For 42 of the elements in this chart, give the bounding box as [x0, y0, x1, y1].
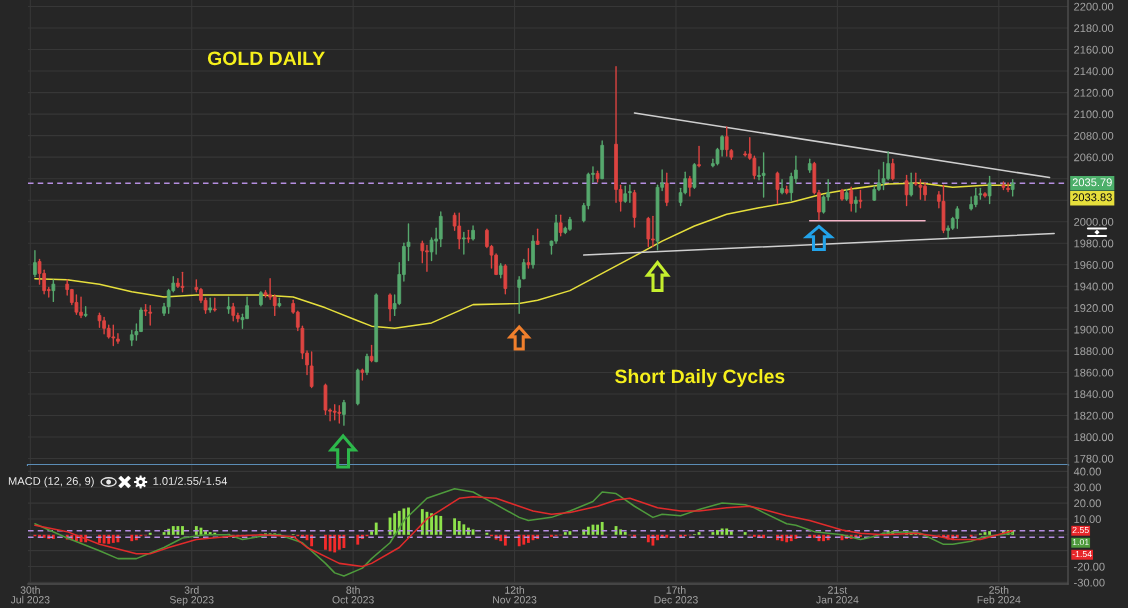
- y-tick-label: 1960.00: [1074, 261, 1114, 269]
- text: 2033.83: [1072, 193, 1112, 202]
- ref-line-label: -1.54: [1072, 551, 1092, 558]
- y-tick-label: 30.00: [1073, 483, 1101, 492]
- y-tick-label: 2080.00: [1074, 131, 1114, 140]
- y-tick-label: 1780.00: [1074, 454, 1114, 463]
- y-tick-label: 2060.00: [1074, 153, 1114, 162]
- y-tick-label: 2180.00: [1074, 24, 1114, 33]
- y-tick-label: 2160.00: [1074, 45, 1114, 54]
- y-tick-label: 1920.00: [1074, 304, 1114, 312]
- y-tick-label: -20.00: [1074, 562, 1105, 571]
- y-tick-label: 1900.00: [1074, 325, 1114, 334]
- y-tick-label: 1880.00: [1074, 347, 1114, 356]
- x-tick-label: 12th Nov 2023: [493, 586, 537, 604]
- x-tick-label: 30th Jul 2023: [10, 586, 50, 604]
- y-tick-label: 1980.00: [1074, 239, 1114, 248]
- text: 1.01/2.55/-1.54: [153, 476, 228, 485]
- y-tick-label: 40.00: [1073, 467, 1101, 476]
- x-tick-label: 3rd Sep 2023: [169, 586, 214, 606]
- y-tick-label: 2000.00: [1074, 218, 1114, 226]
- text: 1.01: [1072, 538, 1089, 546]
- y-tick-label: 20.00: [1074, 499, 1101, 508]
- y-tick-label: 1860.00: [1074, 368, 1114, 377]
- ref-line-label: 2035.79: [1072, 178, 1112, 187]
- y-tick-label: 2120.00: [1074, 88, 1114, 97]
- y-tick-label: 1800.00: [1074, 433, 1114, 442]
- text: GOLD DAILY: [207, 51, 325, 66]
- y-tick-label: 1840.00: [1074, 390, 1114, 399]
- text: MACD (12, 26, 9): [8, 476, 94, 488]
- annotation: Short Daily Cycles: [615, 368, 785, 388]
- x-tick-label: 21st Jan 2024: [816, 586, 859, 604]
- y-tick-label: 10.00: [1074, 515, 1101, 524]
- x-tick-label: 8th Oct 2023: [332, 586, 374, 604]
- y-tick-label: 2200.00: [1074, 2, 1114, 11]
- y-tick-label: 2100.00: [1074, 110, 1114, 119]
- y-tick-label: -30.00: [1074, 578, 1105, 587]
- y-tick-label: 1940.00: [1074, 282, 1114, 291]
- y-tick-label: 2140.00: [1074, 67, 1114, 76]
- x-tick-label: 17th Dec 2023: [654, 586, 698, 604]
- x-tick-label: 25th Feb 2024: [977, 586, 1021, 604]
- ref-line-label: 2.55: [1072, 526, 1089, 534]
- y-tick-label: 1820.00: [1074, 411, 1114, 420]
